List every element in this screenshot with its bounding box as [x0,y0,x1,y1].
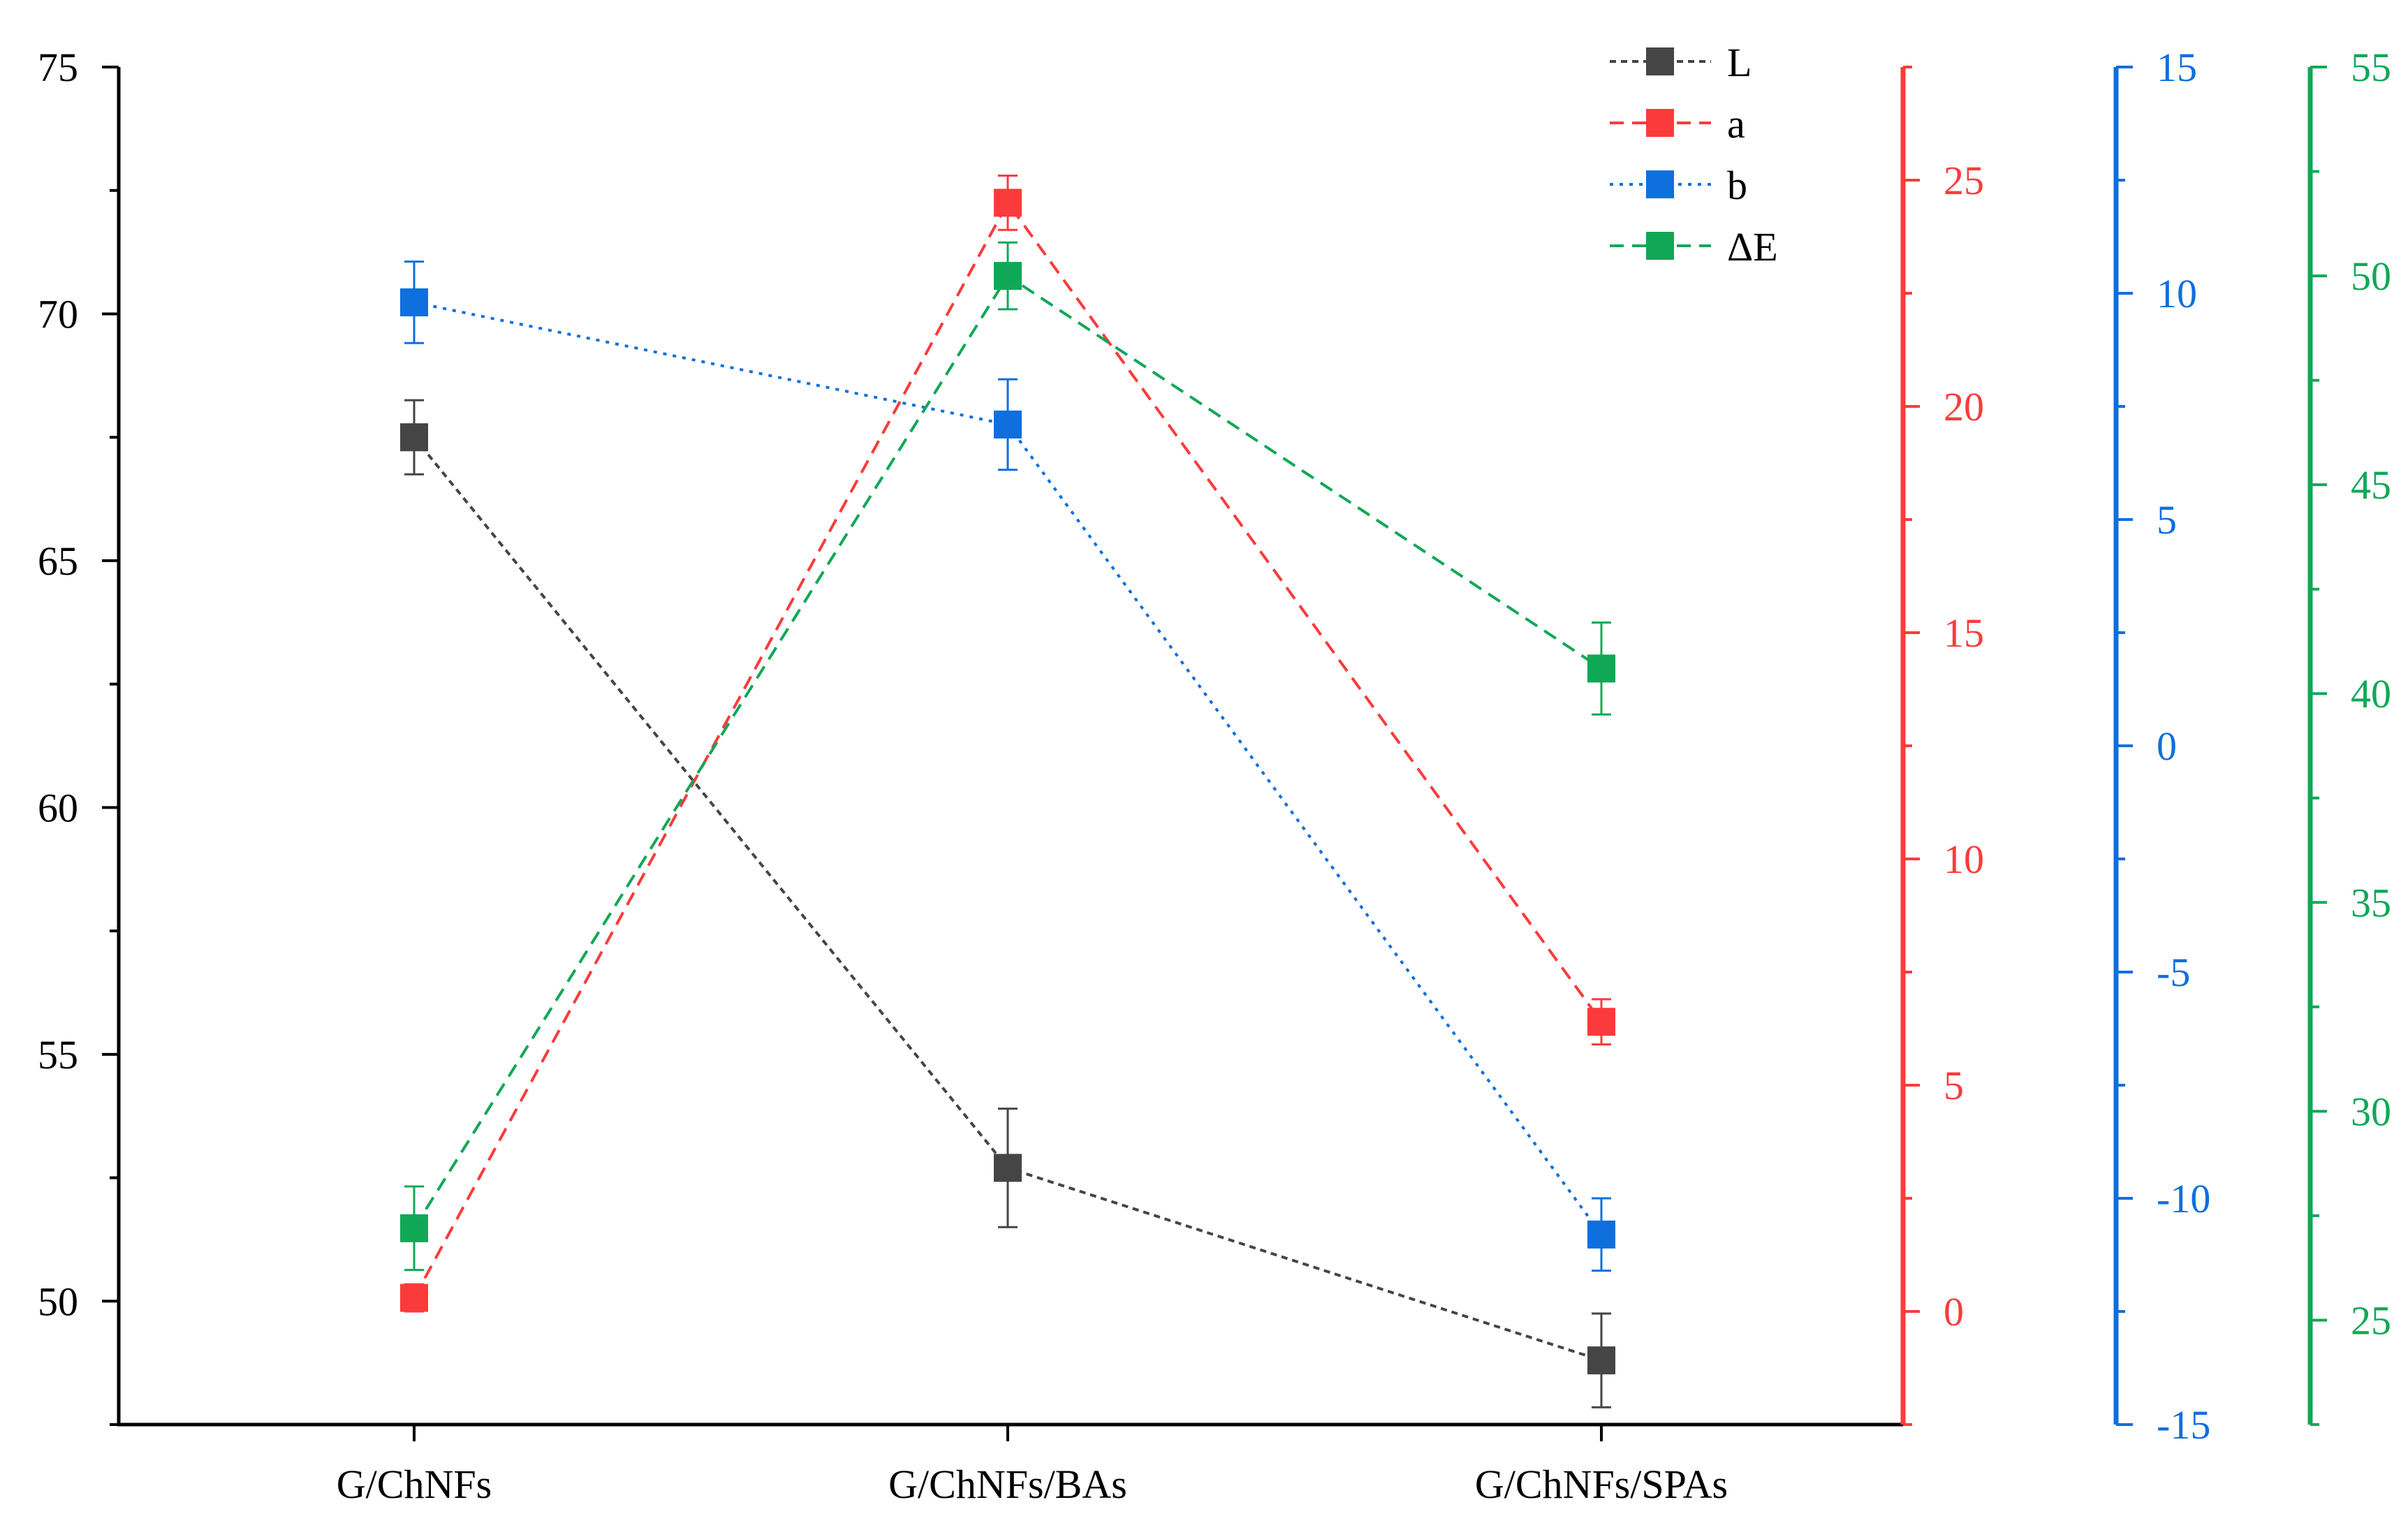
y-tick-label-L: 60 [38,785,78,830]
data-point-L [400,423,428,452]
y-tick-label-dE: 35 [2351,880,2391,925]
legend-label-dE: ΔE [1727,224,1778,270]
y-tick-label-dE: 55 [2351,45,2391,90]
y-tick-label-L: 75 [38,45,78,90]
y-tick-label-dE: 25 [2351,1297,2391,1343]
y-tick-label-b: -10 [2157,1176,2210,1221]
y-tick-label-L: 70 [38,291,78,337]
y-tick-label-dE: 40 [2351,671,2391,716]
y-tick-label-dE: 50 [2351,253,2391,299]
x-tick-label: G/ChNFs/BAs [888,1462,1127,1507]
data-point-a [1587,1008,1615,1036]
y-tick-label-b: -15 [2157,1402,2210,1448]
data-point-a [400,1284,428,1312]
data-point-dE [400,1214,428,1242]
legend-label-L: L [1727,40,1752,85]
y-tick-label-L: 55 [38,1032,78,1078]
legend-marker-a [1646,109,1674,137]
data-point-dE [994,262,1022,291]
x-tick-label: G/ChNFs/SPAs [1475,1462,1728,1507]
y-tick-label-a: 0 [1944,1289,1964,1334]
y-tick-label-a: 25 [1944,158,1984,203]
data-point-L [994,1154,1022,1182]
data-point-b [994,410,1022,439]
y-tick-label-b: 15 [2157,45,2197,90]
legend-label-b: b [1727,163,1747,208]
y-tick-label-a: 10 [1944,837,1984,882]
y-tick-label-b: 10 [2157,271,2197,316]
y-tick-label-b: 5 [2157,497,2177,543]
y-tick-label-dE: 45 [2351,462,2391,508]
data-point-b [1587,1220,1615,1249]
y-tick-label-b: -5 [2157,950,2190,995]
x-tick-label: G/ChNFs [337,1462,492,1507]
y-tick-label-a: 20 [1944,384,1984,429]
data-point-b [400,288,428,316]
series-line-a [413,200,1603,1299]
y-tick-label-dE: 30 [2351,1089,2391,1134]
y-tick-label-b: 0 [2157,723,2177,769]
y-tick-label-L: 50 [38,1279,78,1324]
legend-label-a: a [1727,101,1745,147]
data-point-a [994,189,1022,217]
y-tick-label-L: 65 [38,538,78,584]
legend-marker-L [1646,47,1674,75]
legend-marker-dE [1646,232,1674,260]
data-point-L [1587,1346,1615,1375]
data-point-dE [1587,654,1615,683]
legend-marker-b [1646,170,1674,198]
y-tick-label-a: 5 [1944,1063,1964,1108]
y-tick-label-a: 15 [1944,610,1984,656]
